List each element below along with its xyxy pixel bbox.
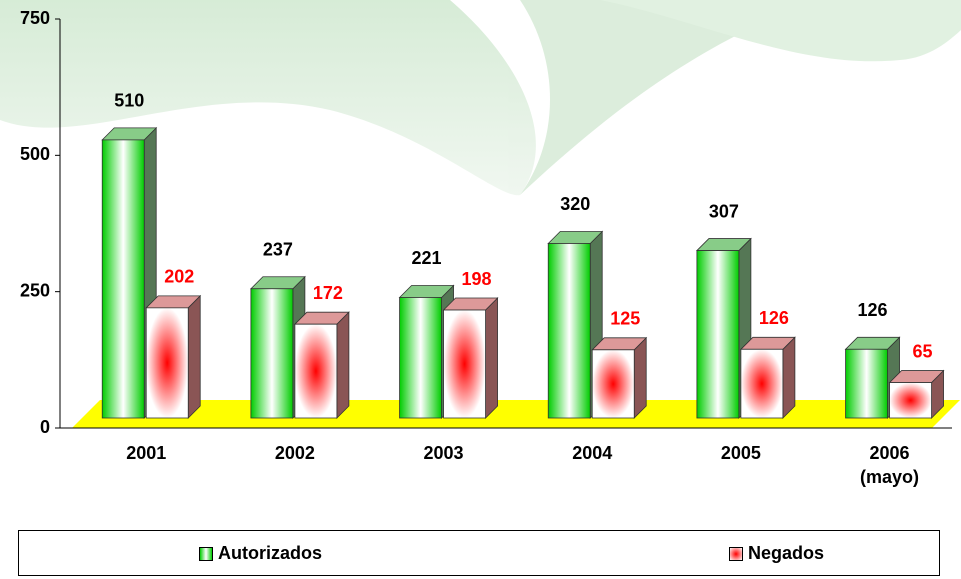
value-label: 65 <box>913 341 933 361</box>
bar <box>592 338 646 418</box>
x-tick-label: 2003 <box>384 441 504 465</box>
bar-front <box>102 140 144 418</box>
bar-front <box>295 324 337 418</box>
bar <box>444 298 498 418</box>
value-label: 126 <box>759 308 789 328</box>
bar-front <box>846 349 888 418</box>
legend-swatch <box>199 547 213 561</box>
value-label: 202 <box>164 267 194 287</box>
chart-canvas: 0 250 500 750 510 202 237 172 221 198 320 125 307 126… <box>0 0 961 579</box>
value-label: 510 <box>114 91 144 111</box>
bar-front <box>400 297 442 418</box>
bar-side <box>783 337 795 418</box>
y-tick-label: 0 <box>40 417 50 437</box>
bar-side <box>486 298 498 418</box>
legend-swatch <box>729 547 743 561</box>
legend-label: Negados <box>748 543 824 564</box>
bar <box>741 337 795 418</box>
value-label: 307 <box>709 201 739 221</box>
bar <box>295 312 349 418</box>
legend-item: Negados <box>729 543 824 564</box>
y-tick-label: 250 <box>20 280 50 300</box>
floor <box>72 400 960 428</box>
bar-front <box>548 243 590 418</box>
bar-front <box>251 289 293 418</box>
value-label: 125 <box>610 309 640 329</box>
x-tick-label: 2002 <box>235 441 355 465</box>
value-label: 198 <box>462 269 492 289</box>
bar <box>890 371 944 418</box>
bar-side <box>188 296 200 418</box>
bar-front <box>890 383 932 418</box>
value-label: 221 <box>412 248 442 268</box>
bar-side <box>634 338 646 418</box>
bar-front <box>146 308 188 418</box>
x-tick-label: 2006 (mayo) <box>830 441 950 489</box>
bar-front <box>741 349 783 418</box>
bar <box>146 296 200 418</box>
legend-item: Autorizados <box>199 543 322 564</box>
y-tick-label: 500 <box>20 144 50 164</box>
bar-front <box>697 251 739 418</box>
bar-front <box>444 310 486 418</box>
bar-front <box>592 350 634 418</box>
value-label: 172 <box>313 283 343 303</box>
bar-side <box>337 312 349 418</box>
x-tick-label: 2005 <box>681 441 801 465</box>
chart: 0 250 500 750 510 202 237 172 221 198 320 125 307 126… <box>0 0 961 579</box>
value-label: 320 <box>560 194 590 214</box>
y-tick-label: 750 <box>20 8 50 28</box>
legend: Autorizados Negados <box>18 530 940 576</box>
x-tick-label: 2001 <box>86 441 206 465</box>
value-label: 237 <box>263 240 293 260</box>
value-label: 126 <box>858 300 888 320</box>
x-tick-label: 2004 <box>532 441 652 465</box>
legend-label: Autorizados <box>218 543 322 564</box>
